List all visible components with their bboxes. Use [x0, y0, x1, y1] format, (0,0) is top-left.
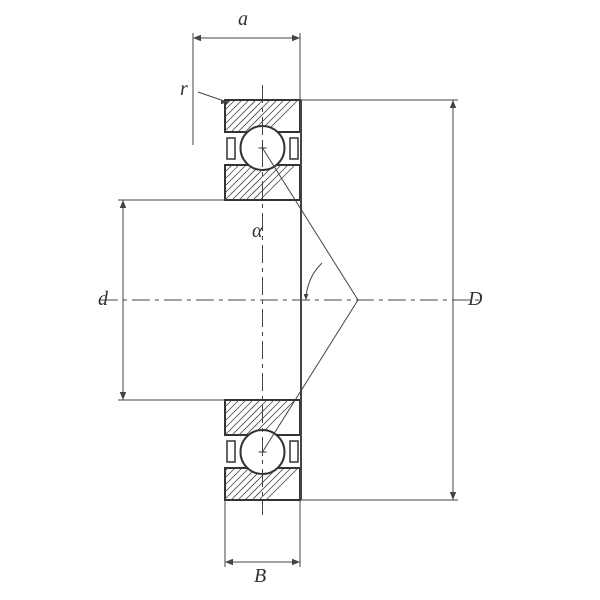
label-B: B [254, 565, 266, 588]
label-a: a [238, 8, 248, 31]
label-D: D [468, 288, 482, 311]
drawing-svg [0, 0, 600, 600]
label-alpha: α [252, 220, 263, 243]
diagram-canvas: a r d D B α [0, 0, 600, 600]
label-d: d [98, 288, 108, 311]
label-r: r [180, 78, 188, 101]
